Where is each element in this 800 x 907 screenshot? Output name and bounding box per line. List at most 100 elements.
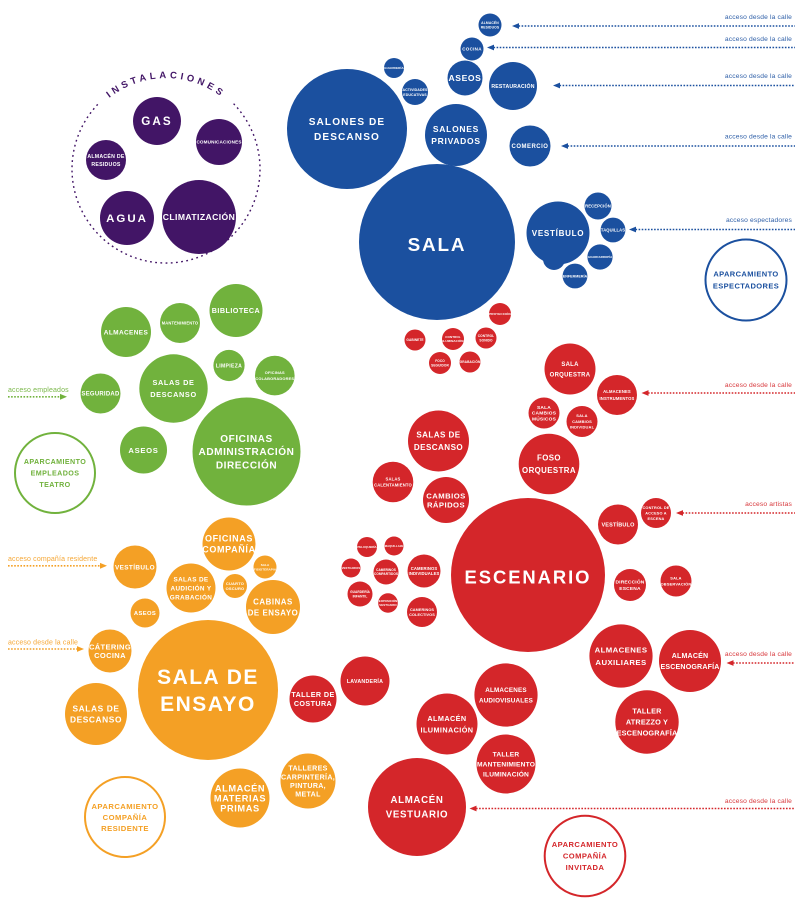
svg-text:SALA DE: SALA DE: [157, 666, 259, 689]
svg-text:acceso espectadores: acceso espectadores: [726, 217, 793, 224]
svg-text:ENSAYO: ENSAYO: [160, 693, 256, 716]
svg-text:SALAS DE: SALAS DE: [73, 704, 120, 714]
svg-text:ESCENARIO: ESCENARIO: [465, 567, 592, 588]
svg-text:OFICINAS: OFICINAS: [265, 370, 285, 375]
svg-text:CUARTO: CUARTO: [226, 581, 244, 586]
svg-text:RESIDENTE: RESIDENTE: [101, 824, 149, 833]
svg-text:COMPARTIDOS: COMPARTIDOS: [374, 572, 398, 576]
svg-text:ILUMINACIÓN: ILUMINACIÓN: [421, 725, 474, 734]
svg-text:AUDICIÓN Y: AUDICIÓN Y: [171, 583, 212, 592]
svg-text:PELUQUERÍA: PELUQUERÍA: [357, 544, 376, 549]
svg-text:TALLER DE: TALLER DE: [291, 691, 334, 699]
svg-text:ALMACÉN: ALMACÉN: [481, 20, 499, 25]
svg-text:COLABORADORES: COLABORADORES: [255, 376, 294, 381]
svg-text:SALA: SALA: [576, 413, 587, 418]
svg-text:ALMACENES: ALMACENES: [603, 389, 631, 394]
svg-text:LAVANDERÍA: LAVANDERÍA: [347, 677, 383, 685]
svg-text:SALA: SALA: [561, 362, 579, 368]
svg-text:ESPECTADORES: ESPECTADORES: [713, 282, 779, 291]
svg-text:CABINAS: CABINAS: [253, 597, 293, 606]
svg-text:PRIVADOS: PRIVADOS: [431, 136, 481, 146]
svg-text:TALLER: TALLER: [632, 707, 662, 716]
svg-text:MANTENIMIENTO: MANTENIMIENTO: [162, 320, 199, 325]
svg-text:ACTIVIDADES: ACTIVIDADES: [402, 88, 428, 92]
svg-text:COCINA: COCINA: [94, 651, 126, 660]
svg-text:INSTRUMENTOS: INSTRUMENTOS: [600, 396, 635, 401]
svg-text:MAQUILLAJE: MAQUILLAJE: [385, 544, 404, 548]
svg-text:ALMACÉN: ALMACÉN: [390, 795, 443, 806]
svg-text:VESTUARIO: VESTUARIO: [379, 603, 397, 607]
svg-text:ADMINISTRACIÓN: ADMINISTRACIÓN: [199, 445, 295, 458]
svg-text:CAMERINOS: CAMERINOS: [411, 566, 438, 571]
svg-text:FISIOTERAPIA: FISIOTERAPIA: [254, 567, 277, 571]
svg-text:ALMACENES: ALMACENES: [595, 646, 648, 655]
svg-text:SALONES DE: SALONES DE: [309, 117, 386, 128]
svg-text:GUARDARROPÍA: GUARDARROPÍA: [588, 254, 613, 259]
svg-text:SALAS DE: SALAS DE: [173, 576, 208, 583]
svg-text:OSCURO: OSCURO: [226, 586, 245, 591]
svg-text:PRIMAS: PRIMAS: [220, 803, 259, 813]
svg-text:COCINA: COCINA: [462, 47, 482, 52]
svg-text:COSTURA: COSTURA: [294, 700, 332, 708]
svg-text:VESTÍBULO: VESTÍBULO: [601, 520, 635, 528]
svg-text:OBSERVACIÓN: OBSERVACIÓN: [661, 581, 692, 586]
svg-text:ESCENA: ESCENA: [619, 586, 641, 592]
svg-text:RESIDUOS: RESIDUOS: [481, 25, 500, 29]
svg-text:RECEPCIÓN: RECEPCIÓN: [585, 204, 611, 209]
svg-text:PINTURA,: PINTURA,: [290, 782, 326, 790]
svg-text:SEGUIDOR: SEGUIDOR: [431, 363, 449, 367]
svg-text:acceso desde la calle: acceso desde la calle: [725, 134, 792, 141]
svg-text:acceso desde la calle: acceso desde la calle: [725, 14, 792, 21]
svg-text:ASEOS: ASEOS: [448, 73, 481, 83]
svg-text:ENFERMERÍA: ENFERMERÍA: [563, 273, 588, 278]
svg-text:RÁPIDOS: RÁPIDOS: [427, 500, 465, 509]
svg-text:ATREZZO Y: ATREZZO Y: [626, 718, 668, 727]
svg-text:CAMERINOS: CAMERINOS: [410, 608, 434, 612]
svg-text:TALLERES: TALLERES: [288, 765, 327, 773]
svg-text:SALA: SALA: [408, 235, 467, 256]
svg-text:RESTAURACIÓN: RESTAURACIÓN: [491, 82, 534, 90]
svg-text:ALMACÉN: ALMACÉN: [672, 651, 709, 660]
svg-text:acceso desde la calle: acceso desde la calle: [8, 640, 78, 647]
svg-text:acceso desde la calle: acceso desde la calle: [725, 382, 792, 389]
svg-text:ILUMINACIÓN: ILUMINACIÓN: [443, 338, 464, 343]
svg-text:APARCAMIENTO: APARCAMIENTO: [91, 802, 158, 811]
svg-text:GABINETE: GABINETE: [406, 338, 423, 342]
svg-text:DESCANSO: DESCANSO: [414, 443, 463, 452]
svg-text:DESCANSO: DESCANSO: [150, 390, 197, 399]
svg-text:INVITADA: INVITADA: [566, 863, 605, 872]
svg-text:VESTUARIOS: VESTUARIOS: [342, 566, 361, 570]
svg-text:ALMACENES: ALMACENES: [104, 329, 149, 336]
svg-text:SALA: SALA: [261, 563, 270, 567]
svg-text:FOSO: FOSO: [537, 454, 561, 463]
svg-text:ACCESO A: ACCESO A: [645, 511, 667, 515]
svg-text:acceso desde la calle: acceso desde la calle: [725, 651, 792, 658]
svg-text:OFICINAS: OFICINAS: [205, 534, 253, 544]
svg-text:CLIMATIZACIÓN: CLIMATIZACIÓN: [163, 211, 236, 222]
svg-text:EMPLEADOS: EMPLEADOS: [31, 470, 80, 478]
svg-text:RESIDUOS: RESIDUOS: [91, 162, 121, 168]
svg-text:acceso desde la calle: acceso desde la calle: [725, 36, 792, 43]
svg-text:ASEOS: ASEOS: [134, 611, 156, 617]
svg-text:GUARDERÍA: GUARDERÍA: [384, 65, 404, 70]
svg-text:CÁTERING: CÁTERING: [89, 642, 131, 651]
svg-text:ORQUESTRA: ORQUESTRA: [522, 466, 576, 475]
svg-text:MATERIAS: MATERIAS: [214, 793, 266, 803]
svg-text:EDUCATIVAS: EDUCATIVAS: [403, 93, 427, 97]
svg-text:GUARDERÍA: GUARDERÍA: [350, 589, 370, 594]
svg-text:FOCO: FOCO: [435, 359, 445, 363]
svg-text:CONTROL: CONTROL: [445, 335, 461, 339]
svg-text:BIBLIOTECA: BIBLIOTECA: [212, 306, 260, 315]
svg-text:acceso desde la calle: acceso desde la calle: [725, 798, 792, 805]
svg-text:CALENTAMIENTO: CALENTAMIENTO: [374, 483, 412, 488]
svg-text:METAL: METAL: [295, 790, 321, 798]
svg-text:AGUA: AGUA: [106, 213, 148, 225]
svg-text:AUXILIARES: AUXILIARES: [595, 658, 646, 667]
svg-text:DE ENSAYO: DE ENSAYO: [248, 608, 299, 617]
svg-text:ALMACÉN: ALMACÉN: [427, 714, 466, 723]
svg-text:PROYECCIÓN: PROYECCIÓN: [489, 311, 511, 316]
svg-text:COMPAÑÍA: COMPAÑÍA: [103, 813, 148, 822]
svg-text:ALMACÉN: ALMACÉN: [215, 783, 265, 793]
svg-text:COMPAÑÍA: COMPAÑÍA: [202, 545, 255, 555]
svg-text:ASEOS: ASEOS: [128, 446, 158, 455]
